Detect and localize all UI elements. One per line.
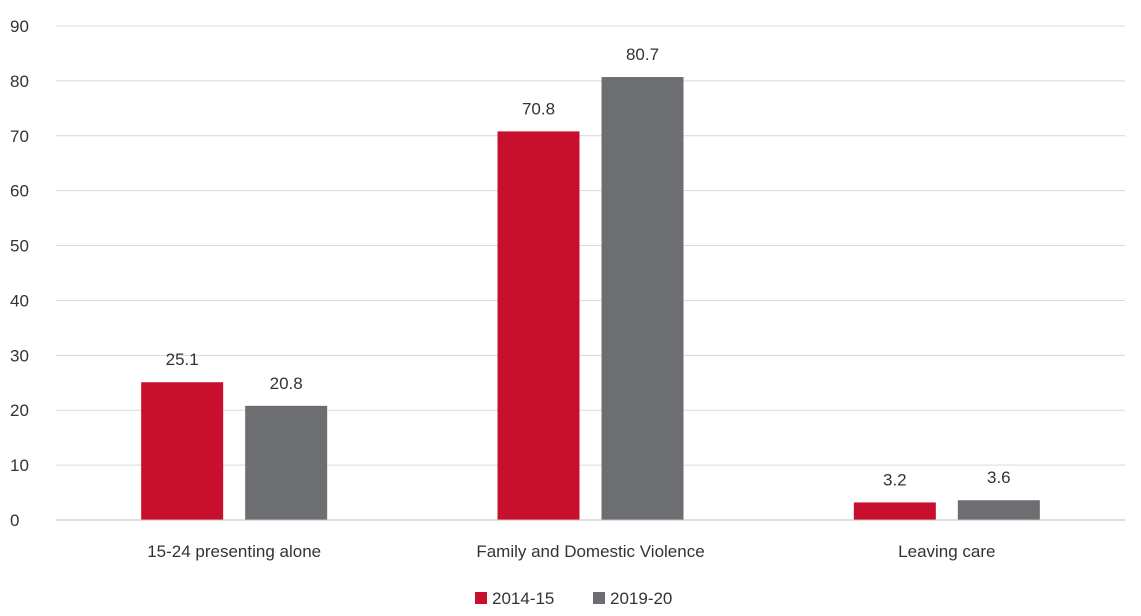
legend: 2014-15 2019-20 (475, 589, 672, 608)
data-labels: 25.1 20.8 70.8 80.7 3.2 3.6 (166, 45, 1011, 489)
gridlines (56, 25, 1125, 466)
y-tick-label: 10 (10, 456, 29, 475)
x-category-label: 15-24 presenting alone (147, 542, 321, 561)
y-tick-label: 30 (10, 346, 29, 365)
data-label: 3.6 (987, 468, 1011, 487)
y-tick-label: 40 (10, 291, 29, 310)
bar-2014-15-3 (853, 502, 936, 520)
legend-label: 2014-15 (492, 589, 554, 608)
y-tick-label: 90 (10, 17, 29, 36)
data-label: 80.7 (626, 45, 659, 64)
bar-2019-20-1 (245, 405, 328, 520)
data-label: 25.1 (166, 350, 199, 369)
legend-swatch (593, 592, 605, 604)
bar-2014-15-2 (497, 131, 580, 521)
x-axis-category-labels: 15-24 presenting alone Family and Domesti… (147, 542, 995, 561)
bar-2019-20-3 (957, 500, 1040, 520)
y-tick-label: 50 (10, 237, 29, 256)
x-category-label: Family and Domestic Violence (476, 542, 704, 561)
data-label: 3.2 (883, 470, 907, 489)
legend-swatch (475, 592, 487, 604)
y-tick-label: 70 (10, 127, 29, 146)
bar-2019-20-2 (601, 77, 684, 521)
legend-label: 2019-20 (610, 589, 672, 608)
y-axis-tick-labels: 0 10 20 30 40 50 60 70 80 90 (10, 17, 29, 530)
bars (141, 77, 1040, 521)
x-category-label: Leaving care (898, 542, 995, 561)
data-label: 20.8 (270, 374, 303, 393)
data-label: 70.8 (522, 99, 555, 118)
y-tick-label: 20 (10, 401, 29, 420)
y-tick-label: 0 (10, 511, 19, 530)
bar-2014-15-1 (141, 382, 224, 520)
y-tick-label: 80 (10, 72, 29, 91)
y-tick-label: 60 (10, 182, 29, 201)
